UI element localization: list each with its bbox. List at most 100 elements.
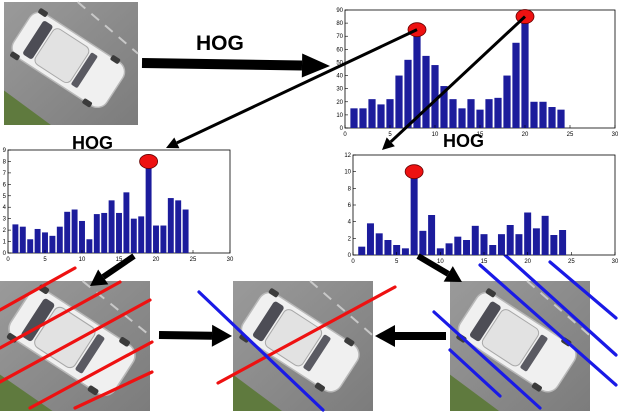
car-windshield xyxy=(23,21,53,59)
car-roof xyxy=(481,309,540,367)
arrow-shaft xyxy=(141,58,303,71)
car-photo-input xyxy=(4,1,139,125)
histogram-bar xyxy=(524,212,532,255)
y-tick-label: 0 xyxy=(3,251,7,257)
histogram-bar xyxy=(428,215,436,255)
car-rear-window xyxy=(71,52,98,88)
car-wheel xyxy=(239,333,250,343)
y-tick-label: 80 xyxy=(336,21,343,27)
hog-label-left: HOG xyxy=(72,133,114,153)
x-tick-label: 20 xyxy=(524,259,531,265)
car-roof xyxy=(264,309,323,367)
car-wheel xyxy=(314,382,325,392)
y-tick-label: 8 xyxy=(348,186,352,192)
arrow-blue-to-combined xyxy=(375,325,446,347)
histogram-bar xyxy=(130,218,137,253)
histogram-combined: 0 5 10 15 20 25 30 0 10 20 30 40 50 60 70 80 90 xyxy=(336,8,618,138)
red-orientation-line xyxy=(0,266,77,312)
histogram-bar xyxy=(539,101,547,128)
y-tick-label: 9 xyxy=(3,148,7,154)
lane-marking xyxy=(309,280,374,337)
red-orientation-line xyxy=(73,370,154,410)
histogram-bar xyxy=(71,209,78,253)
flow-arrows xyxy=(90,15,527,347)
histogram-bar xyxy=(64,211,71,253)
histogram-bar xyxy=(386,99,394,128)
arrow-photo-to-histogram xyxy=(141,53,330,78)
histogram-bar xyxy=(175,200,182,253)
arrow-peak-to-right-histogram xyxy=(382,15,527,150)
y-tick-label: 30 xyxy=(336,87,343,93)
histogram-bar xyxy=(454,236,462,255)
red-orientation-line xyxy=(0,298,152,384)
blue-orientation-line xyxy=(548,260,618,320)
peak-marker-icon xyxy=(404,164,424,180)
y-tick-label: 8 xyxy=(3,159,7,165)
y-tick-label: 90 xyxy=(336,8,343,14)
y-tick-label: 0 xyxy=(348,253,352,259)
x-tick-label: 0 xyxy=(351,259,355,265)
car-wheel xyxy=(38,8,48,17)
x-tick-label: 10 xyxy=(437,259,444,265)
histogram-bar xyxy=(350,108,358,128)
histogram-bar xyxy=(541,215,549,255)
histogram-bar xyxy=(431,65,439,128)
y-tick-label: 3 xyxy=(3,217,7,223)
arrow-red-to-combined xyxy=(158,324,232,347)
histogram-bar xyxy=(12,224,19,253)
histogram-bar xyxy=(138,216,145,253)
histogram-bar xyxy=(559,230,567,255)
histogram-bar xyxy=(532,228,540,255)
arrow-head xyxy=(211,324,232,347)
x-tick-label: 30 xyxy=(612,132,618,138)
arrow-head xyxy=(382,137,395,150)
y-tick-label: 60 xyxy=(336,47,343,53)
x-tick-label: 5 xyxy=(43,257,47,263)
y-tick-label: 4 xyxy=(3,205,7,211)
arrow-peak-to-left-histogram xyxy=(166,28,418,149)
lane-marking xyxy=(77,1,139,55)
histogram-bar xyxy=(515,234,523,255)
histogram-bar xyxy=(445,243,453,255)
car-wheel xyxy=(531,382,542,392)
hog-label-top: HOG xyxy=(196,32,244,55)
arrow-right-histogram-to-blue-photo xyxy=(416,253,462,282)
peak-marker-icon xyxy=(139,154,159,169)
y-tick-label: 2 xyxy=(348,236,352,242)
arrow-shaft xyxy=(101,253,136,280)
histogram-right: 0 5 10 15 20 25 30 0 2 4 6 8 10 12 xyxy=(344,153,618,265)
blue-orientation-line xyxy=(478,263,618,387)
lane-marking xyxy=(526,280,591,337)
car-wheel xyxy=(344,337,355,347)
car-wheel xyxy=(110,55,121,64)
histogram-bar xyxy=(413,29,421,129)
histogram-bar xyxy=(79,220,85,253)
y-tick-label: 4 xyxy=(348,220,352,226)
histogram-bar xyxy=(436,248,444,255)
y-tick-label: 50 xyxy=(336,60,343,66)
grass-patch xyxy=(233,374,282,411)
histogram-bar xyxy=(503,75,511,128)
car-icon xyxy=(10,8,126,109)
histogram-bar xyxy=(108,200,115,253)
histogram-bar xyxy=(366,223,374,255)
histogram-bar xyxy=(404,59,412,129)
grass-patch xyxy=(4,90,51,125)
arrow-shaft xyxy=(416,253,450,277)
blue-orientation-line xyxy=(448,348,502,398)
car-windshield xyxy=(470,301,501,342)
arrow-head xyxy=(301,53,330,78)
histogram-bar xyxy=(419,230,427,255)
y-tick-label: 70 xyxy=(336,34,343,40)
histogram-bar xyxy=(93,214,100,253)
red-orientation-line xyxy=(0,280,122,350)
x-tick-label: 15 xyxy=(477,132,484,138)
y-tick-label: 10 xyxy=(336,113,343,119)
car-icon xyxy=(239,288,360,393)
arrow-head xyxy=(375,325,395,347)
y-tick-label: 12 xyxy=(344,153,351,159)
lane-marking xyxy=(81,280,151,337)
hog-label-right: HOG xyxy=(443,131,485,151)
car-photo-red xyxy=(0,280,151,411)
